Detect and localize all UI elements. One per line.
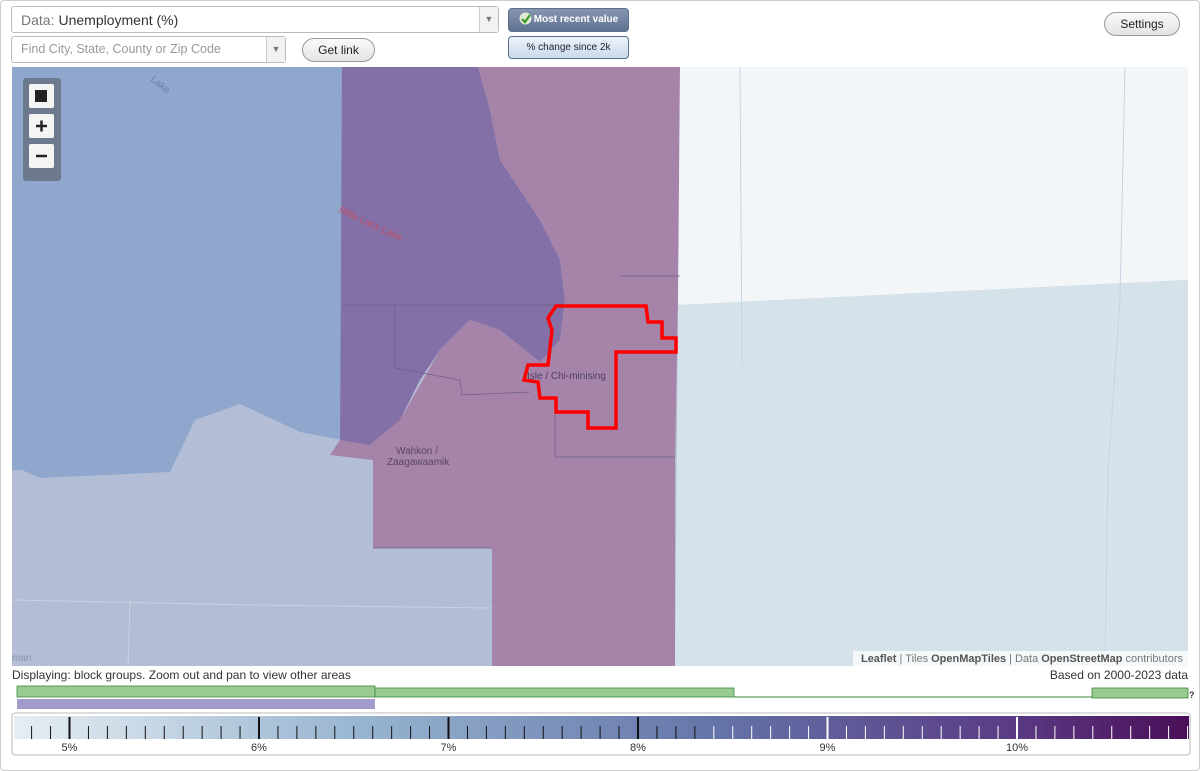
search-placeholder: Find City, State, County or Zip Code <box>21 42 221 56</box>
help-marker[interactable]: ? <box>1189 690 1195 700</box>
select-arrow[interactable]: ▼ <box>479 7 498 32</box>
data-label: Data: <box>21 12 55 28</box>
check-icon <box>519 12 532 25</box>
legend-tick-label: 8% <box>630 742 646 754</box>
settings-button[interactable]: Settings <box>1104 12 1180 36</box>
data-select[interactable]: Data: Unemployment (%) ▼ <box>11 6 499 33</box>
legend-ticks: 5% 6% 7% 8% 9% 10% <box>31 717 1189 754</box>
map-label: Zaagawaamik <box>387 457 450 468</box>
attribution-part: | <box>1009 653 1012 665</box>
region-lake <box>340 67 565 452</box>
region-east <box>675 280 1188 666</box>
selected-area-outline <box>521 304 678 430</box>
fullscreen-icon <box>35 90 47 102</box>
legend-tick-label: 5% <box>62 742 78 754</box>
search-arrow[interactable]: ▼ <box>266 37 285 62</box>
most-recent-toggle[interactable]: Most recent value <box>508 8 629 32</box>
attribution-part[interactable]: OpenMapTiles <box>931 653 1007 665</box>
attribution-part: | <box>899 653 903 665</box>
range-bar <box>16 685 376 698</box>
attribution-part: Tiles <box>905 653 929 665</box>
map-label: Isle / Chi-minising <box>527 371 606 382</box>
boundaries <box>342 275 680 549</box>
roads <box>12 67 1126 666</box>
attribution-part[interactable]: Leaflet <box>860 653 897 665</box>
attribution: Leaflet | Tiles OpenMapTiles | Data OpenStreet… <box>852 651 1188 668</box>
displaying-note: Displaying: block groups. Zoom out and p… <box>12 668 351 682</box>
map-label: Wahkon / <box>396 446 438 457</box>
legend-tick-label: 9% <box>820 742 836 754</box>
attribution-part[interactable]: OpenStreetMap <box>1041 653 1123 665</box>
legend-gradient <box>14 716 1189 739</box>
data-value: Unemployment (%) <box>58 12 179 28</box>
range-bar-selected <box>17 699 375 709</box>
most-recent-label: Most recent value <box>533 14 619 25</box>
based-on-note: Based on 2000-2023 data <box>1049 668 1188 682</box>
get-link-button[interactable]: Get link <box>302 38 375 62</box>
search-box[interactable]: Find City, State, County or Zip Code ▼ <box>11 36 286 63</box>
legend-tick-label: 6% <box>251 742 267 754</box>
map-label: man <box>12 653 31 664</box>
range-bar <box>374 687 735 698</box>
attribution-part: Data <box>1014 653 1039 665</box>
zoom-in-icon <box>36 120 47 132</box>
region-northeast <box>678 67 1188 305</box>
range-bar <box>1091 687 1189 699</box>
region-central <box>330 67 680 666</box>
legend-tick-label: 10% <box>1006 742 1028 754</box>
legend-tick-label: 7% <box>441 742 457 754</box>
region-west <box>12 67 342 478</box>
attribution-part: contributors <box>1125 653 1183 665</box>
percent-change-toggle[interactable]: % change since 2k <box>508 36 629 59</box>
